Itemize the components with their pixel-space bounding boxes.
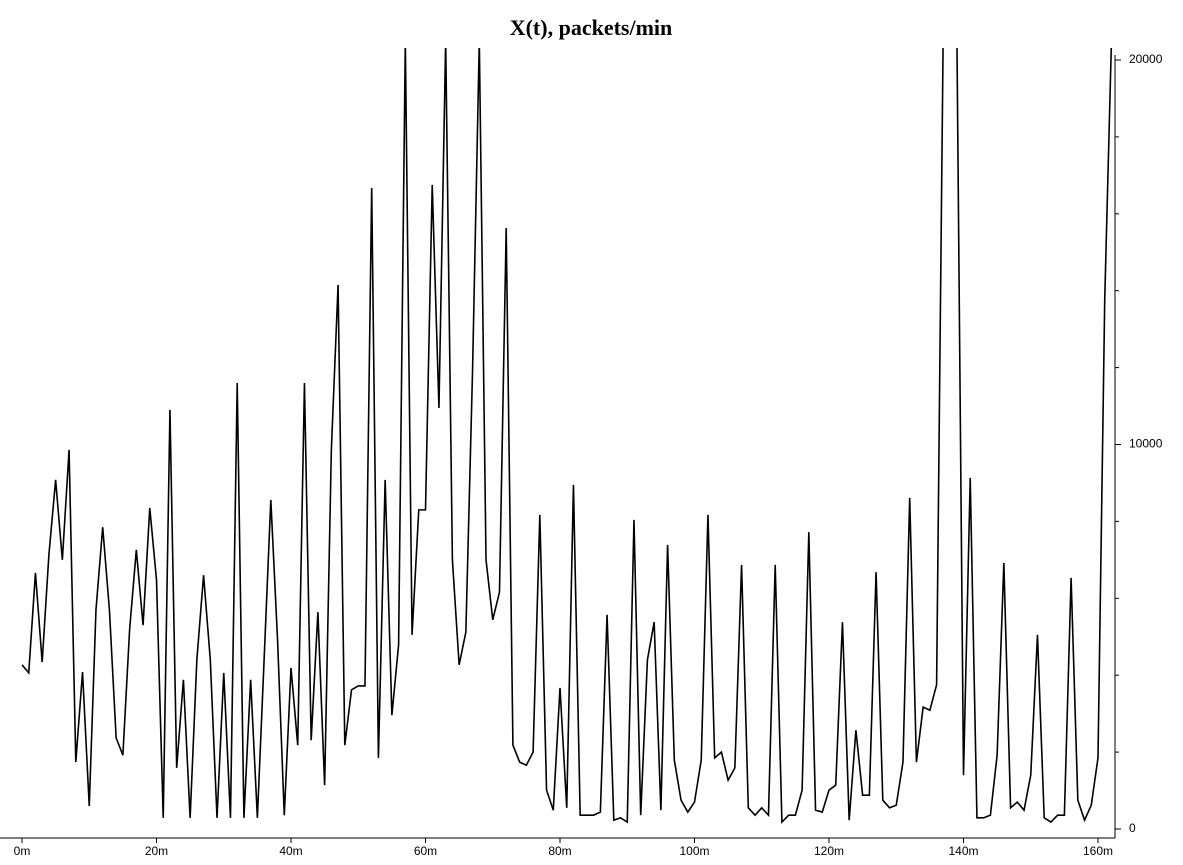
x-tick-label: 60m bbox=[414, 844, 437, 858]
chart-title: X(t), packets/min bbox=[510, 15, 673, 40]
x-tick-label: 40m bbox=[279, 844, 302, 858]
x-tick-label: 120m bbox=[814, 844, 844, 858]
y-tick-label: 0 bbox=[1129, 821, 1136, 835]
y-tick-label: 20000 bbox=[1129, 52, 1163, 66]
x-tick-label: 20m bbox=[145, 844, 168, 858]
x-tick-label: 0m bbox=[14, 844, 31, 858]
y-tick-label: 10000 bbox=[1129, 437, 1163, 451]
x-tick-label: 160m bbox=[1083, 844, 1113, 858]
x-tick-label: 100m bbox=[679, 844, 709, 858]
data-line bbox=[21, 48, 1113, 824]
x-tick-label: 80m bbox=[548, 844, 571, 858]
x-tick-label: 140m bbox=[948, 844, 978, 858]
